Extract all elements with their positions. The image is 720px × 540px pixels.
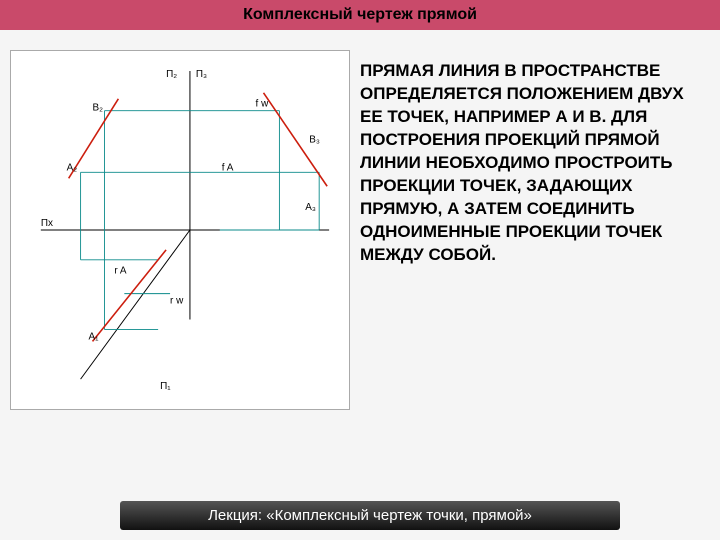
title-bar: Комплексный чертеж прямой (0, 0, 720, 30)
svg-text:В₂: В₂ (93, 103, 104, 114)
svg-text:r w: r w (170, 296, 184, 307)
svg-text:А₂: А₂ (67, 162, 78, 173)
svg-text:А₃: А₃ (305, 202, 316, 213)
svg-text:f w: f w (256, 99, 270, 110)
svg-text:П₃: П₃ (196, 69, 207, 80)
svg-text:А₁: А₁ (89, 331, 100, 342)
svg-text:П₂: П₂ (166, 69, 177, 80)
svg-text:В₃: В₃ (309, 135, 320, 146)
svg-text:r A: r A (114, 266, 127, 277)
svg-text:П₁: П₁ (160, 381, 171, 392)
diagram: П₂ П₃ Пх П₁ В₂ А₂ f w В₃ f A А₃ r A r w … (10, 50, 350, 410)
title-text: Комплексный чертеж прямой (243, 6, 477, 23)
content-area: П₂ П₃ Пх П₁ В₂ А₂ f w В₃ f A А₃ r A r w … (0, 30, 720, 430)
svg-text:f A: f A (222, 162, 234, 173)
svg-text:Пх: Пх (41, 218, 53, 229)
body-text: ПРЯМАЯ ЛИНИЯ В ПРОСТРАНСТВЕ ОПРЕДЕЛЯЕТСЯ… (360, 50, 710, 410)
footer-text: Лекция: «Комплексный чертеж точки, прямо… (208, 507, 532, 524)
footer-bar: Лекция: «Комплексный чертеж точки, прямо… (120, 501, 620, 530)
diagram-svg: П₂ П₃ Пх П₁ В₂ А₂ f w В₃ f A А₃ r A r w … (11, 51, 349, 409)
